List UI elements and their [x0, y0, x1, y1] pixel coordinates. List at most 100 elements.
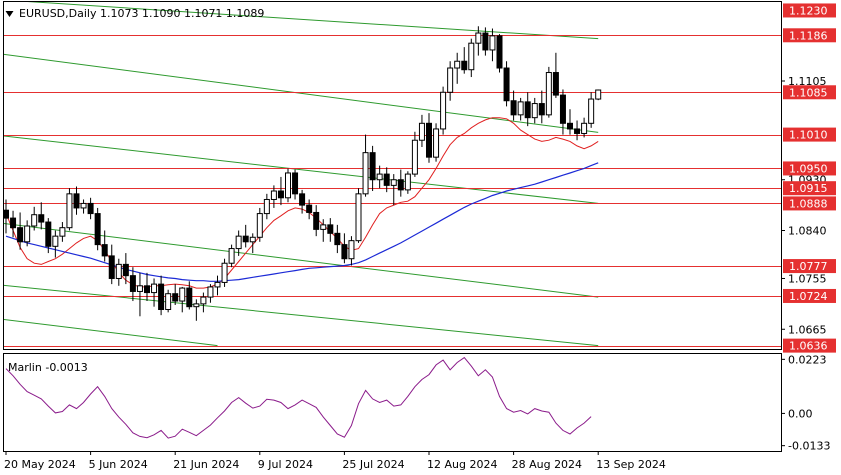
- candle-82: [581, 117, 588, 138]
- level-label-2: 1.1085: [783, 85, 836, 100]
- candle-body: [94, 213, 101, 246]
- candle-body: [136, 285, 143, 292]
- candle-44: [313, 205, 320, 237]
- candle-body: [327, 224, 334, 234]
- candle-body: [80, 202, 87, 209]
- candle-58: [411, 131, 418, 177]
- candle-24: [172, 284, 179, 305]
- candle-12: [87, 197, 94, 220]
- time-tick-label: 12 Aug 2024: [427, 458, 497, 471]
- candle-body: [567, 122, 573, 130]
- candle-28: [200, 292, 207, 313]
- candle-73: [517, 97, 524, 121]
- time-tick-label: 20 May 2024: [4, 458, 76, 471]
- candle-84: [595, 89, 602, 101]
- candle-body: [172, 293, 179, 302]
- trend-line-2: [4, 135, 599, 204]
- candle-34: [242, 224, 249, 248]
- candle-body: [503, 67, 510, 102]
- candle-body: [475, 32, 482, 44]
- candle-body: [447, 67, 454, 93]
- candle-35: [249, 233, 256, 254]
- candle-body: [468, 42, 475, 71]
- candle-body: [574, 128, 581, 134]
- candle-6: [45, 218, 52, 254]
- candle-body: [200, 296, 207, 305]
- candle-body: [552, 72, 559, 96]
- trend-line-5: [4, 318, 218, 347]
- oscillator-panel: [3, 353, 782, 452]
- candle-body: [242, 235, 249, 243]
- candle-4: [31, 206, 38, 231]
- candle-body: [10, 217, 17, 229]
- level-label-5: 1.0915: [783, 181, 836, 196]
- candle-body: [87, 202, 94, 215]
- candle-body: [263, 198, 270, 215]
- candle-72: [510, 90, 517, 121]
- candle-body: [496, 35, 503, 69]
- candle-27: [193, 299, 200, 321]
- candle-32: [228, 244, 235, 268]
- time-tick-label: 28 Aug 2024: [512, 458, 582, 471]
- candle-49: [348, 236, 355, 266]
- level-label-box: [783, 85, 836, 100]
- osc-tick-label: 0.0223: [788, 353, 827, 366]
- candle-body: [122, 263, 129, 277]
- level-label-6: 1.0888: [783, 196, 836, 211]
- level-label-box: [783, 338, 836, 353]
- candle-8: [59, 222, 66, 242]
- candle-body: [38, 214, 45, 223]
- candle-81: [574, 120, 581, 141]
- candle-body: [383, 173, 390, 186]
- candle-53: [376, 165, 383, 189]
- candle-56: [397, 169, 404, 197]
- candle-54: [383, 167, 390, 193]
- candle-14: [101, 230, 108, 262]
- candle-body: [277, 190, 284, 199]
- level-label-box: [783, 259, 836, 274]
- candle-body: [17, 227, 24, 243]
- candle-20: [144, 272, 150, 302]
- candle-body: [320, 224, 327, 230]
- level-label-text: 1.1230: [789, 4, 828, 17]
- candle-body: [59, 227, 66, 237]
- level-label-text: 1.0724: [789, 290, 828, 303]
- candle-59: [418, 114, 425, 148]
- candle-26: [186, 281, 193, 310]
- triangle-down-icon[interactable]: [5, 11, 14, 17]
- candle-68: [482, 27, 489, 56]
- price-tick-label: 1.0840: [788, 225, 827, 238]
- candle-71: [503, 61, 510, 107]
- candle-55: [390, 174, 397, 206]
- horizontal-levels: [4, 35, 781, 347]
- candle-51: [362, 134, 369, 197]
- level-label-box: [783, 288, 836, 303]
- candle-body: [390, 179, 397, 186]
- candle-body: [595, 89, 602, 100]
- oscillator-title: Marlin -0.0013: [8, 361, 88, 374]
- candle-11: [80, 199, 87, 214]
- candle-9: [66, 188, 73, 231]
- time-tick-label: 13 Sep 2024: [596, 458, 666, 471]
- candle-body: [588, 98, 595, 124]
- candle-1: [10, 210, 17, 238]
- candle-77: [545, 66, 552, 118]
- time-tick-label: 21 Jun 2024: [173, 458, 239, 471]
- candle-body: [158, 283, 165, 311]
- candle-2: [17, 212, 24, 250]
- candle-body: [256, 213, 263, 238]
- candle-67: [475, 26, 482, 56]
- candle-body: [411, 139, 418, 175]
- candle-body: [531, 103, 538, 119]
- candle-body: [115, 263, 122, 279]
- candle-body: [454, 60, 461, 69]
- trend-line-0: [27, 2, 599, 40]
- level-label-text: 1.1085: [789, 86, 828, 99]
- candle-60: [426, 113, 432, 163]
- candle-body: [108, 255, 115, 279]
- symbol-info: EURUSD,Daily 1.1073 1.1090 1.1071 1.1089: [19, 7, 264, 20]
- candle-body: [193, 303, 200, 308]
- candle-body: [376, 173, 383, 181]
- blue-moving-average: [5, 162, 599, 282]
- candle-69: [489, 28, 496, 62]
